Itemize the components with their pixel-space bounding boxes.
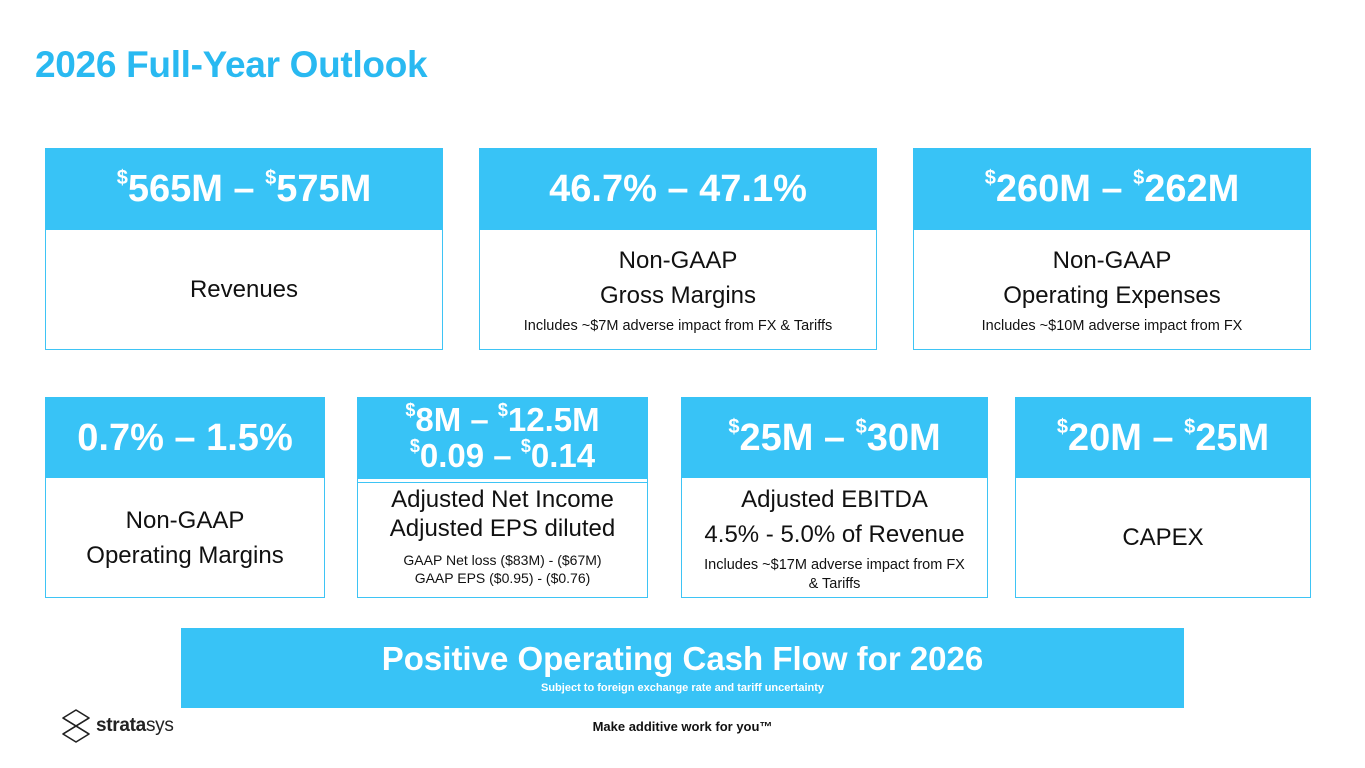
gross-margin-label-2: Gross Margins xyxy=(599,282,757,309)
gross-margin-label-1: Non-GAAP xyxy=(618,247,738,274)
net-income-card: $8M – $12.5M $0.09 – $0.14 Adjusted Net … xyxy=(357,397,648,598)
net-income-note-1: GAAP Net loss ($83M) - ($67M) xyxy=(403,552,602,568)
gross-margin-value: 46.7% – 47.1% xyxy=(479,148,877,230)
ebitda-note: Includes ~$17M adverse impact from FX & … xyxy=(704,556,965,592)
capex-card: $20M – $25M CAPEX xyxy=(1015,397,1311,598)
ebitda-card: $25M – $30M Adjusted EBITDA 4.5% - 5.0% … xyxy=(681,397,988,598)
logo-wordmark: stratasys xyxy=(96,715,174,736)
net-income-range: $8M – $12.5M xyxy=(405,399,600,438)
net-income-label-1: Adjusted Net Income xyxy=(391,486,614,513)
op-margin-label-2: Operating Margins xyxy=(86,541,284,569)
opex-value: $260M – $262M xyxy=(913,148,1311,230)
ebitda-label-1: Adjusted EBITDA xyxy=(741,485,928,513)
gross-margin-note: Includes ~$7M adverse impact from FX & T… xyxy=(523,318,833,334)
op-margin-value: 0.7% – 1.5% xyxy=(45,397,325,478)
capex-label: CAPEX xyxy=(1122,524,1204,551)
ebitda-value: $25M – $30M xyxy=(681,397,988,478)
net-income-note-2: GAAP EPS ($0.95) - ($0.76) xyxy=(414,570,591,586)
banner-title: Positive Operating Cash Flow for 2026 xyxy=(381,640,984,677)
opex-label-2: Operating Expenses xyxy=(1003,282,1221,309)
opex-card: $260M – $262M Non-GAAP Operating Expense… xyxy=(913,148,1311,350)
stratasys-logo: stratasys xyxy=(62,709,174,743)
gross-margin-card: 46.7% – 47.1% Non-GAAP Gross Margins Inc… xyxy=(479,148,877,350)
capex-value: $20M – $25M xyxy=(1015,397,1311,478)
cash-flow-banner: Positive Operating Cash Flow for 2026 Su… xyxy=(181,628,1184,708)
banner-subtitle: Subject to foreign exchange rate and tar… xyxy=(541,682,824,694)
eps-range: $0.09 – $0.14 xyxy=(409,436,596,474)
opex-note: Includes ~$10M adverse impact from FX xyxy=(981,318,1243,334)
net-income-values: $8M – $12.5M $0.09 – $0.14 xyxy=(357,397,648,479)
stratasys-logo-icon xyxy=(62,709,90,743)
opex-label-1: Non-GAAP xyxy=(1052,247,1172,274)
net-income-label-2: Adjusted EPS diluted xyxy=(389,515,616,542)
revenues-value: $565M – $575M xyxy=(45,148,443,230)
op-margin-label-1: Non-GAAP xyxy=(125,506,245,534)
page-title: 2026 Full-Year Outlook xyxy=(35,44,428,85)
op-margin-card: 0.7% – 1.5% Non-GAAP Operating Margins xyxy=(45,397,325,598)
ebitda-label-2: 4.5% - 5.0% of Revenue xyxy=(704,520,965,548)
revenues-label: Revenues xyxy=(189,276,299,303)
tagline: Make additive work for you™ xyxy=(592,719,773,734)
revenues-card: $565M – $575M Revenues xyxy=(45,148,443,350)
